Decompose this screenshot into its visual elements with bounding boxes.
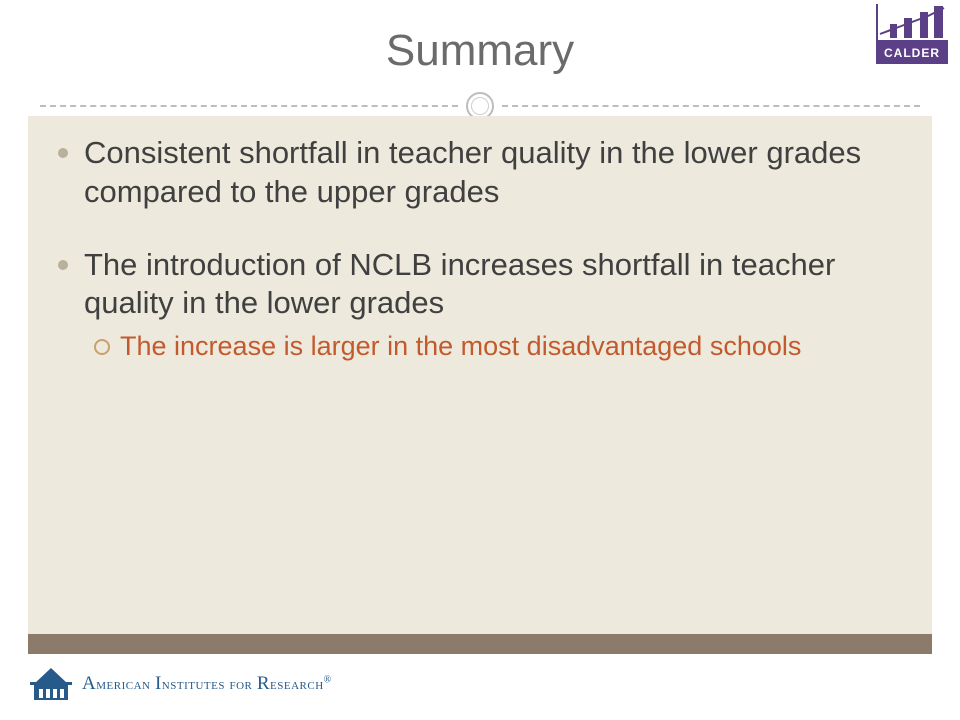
air-mark-icon [30, 664, 72, 704]
list-item: The introduction of NCLB increases short… [50, 246, 910, 365]
air-logo: American Institutes for Research® [30, 664, 332, 704]
air-word-2: nstitutes for [162, 676, 253, 693]
bullet-text: The introduction of NCLB increases short… [84, 247, 835, 321]
air-letter-r: R [257, 673, 270, 694]
air-word-1: merican [96, 676, 150, 693]
page-title: Summary [0, 26, 960, 76]
list-item: Consistent shortfall in teacher quality … [50, 134, 910, 212]
air-word-3: esearch [270, 676, 324, 693]
sub-bullet-list: The increase is larger in the most disad… [84, 329, 910, 364]
sub-bullet-text: The increase is larger in the most disad… [120, 331, 801, 361]
air-letter-a: A [82, 673, 96, 694]
sub-list-item: The increase is larger in the most disad… [84, 329, 910, 364]
content-panel: Consistent shortfall in teacher quality … [28, 116, 932, 634]
footer-bar [28, 634, 932, 654]
bullet-text: Consistent shortfall in teacher quality … [84, 135, 861, 209]
bullet-list: Consistent shortfall in teacher quality … [50, 134, 910, 364]
air-text: American Institutes for Research® [82, 673, 332, 695]
divider-line-left [40, 105, 458, 107]
slide: CALDER Summary Consistent shortfall in t… [0, 0, 960, 720]
air-registered-icon: ® [324, 675, 332, 686]
air-letter-i: I [155, 673, 162, 694]
divider-line-right [502, 105, 920, 107]
